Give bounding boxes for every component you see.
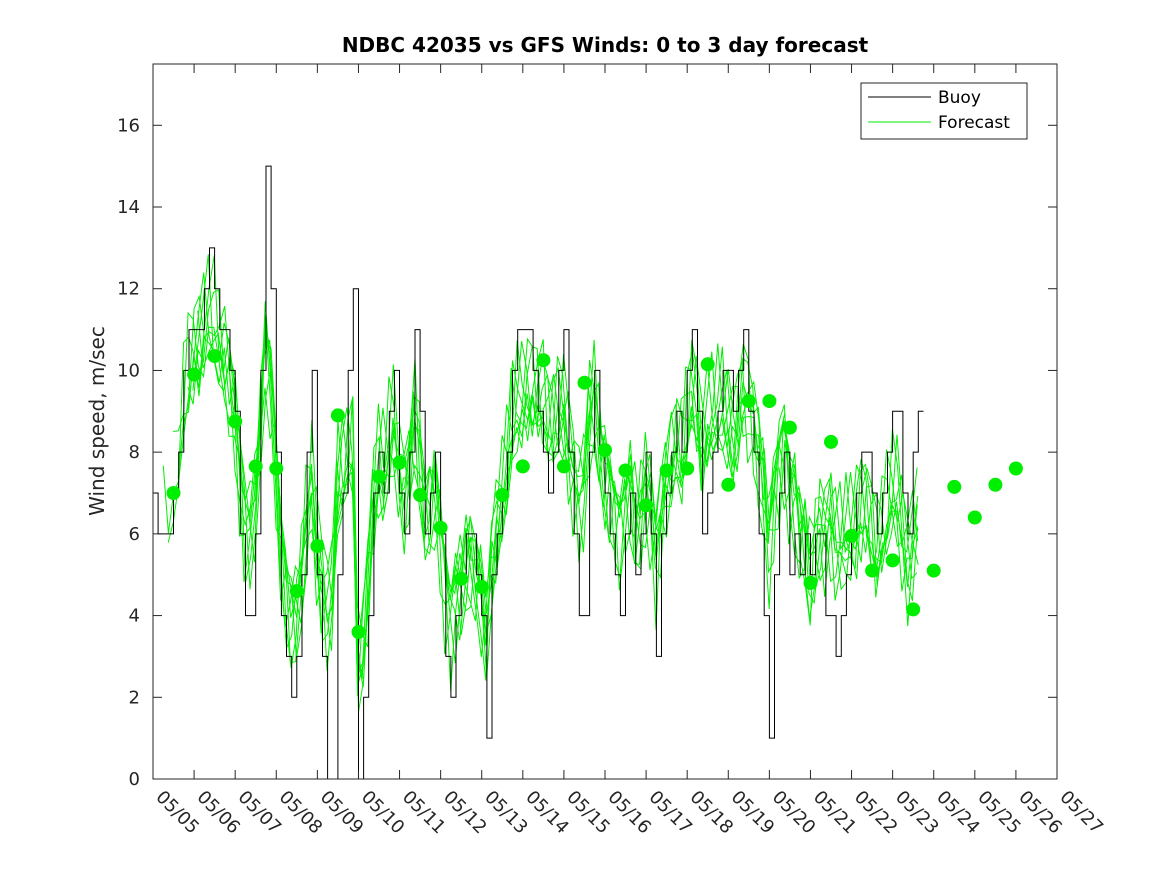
- y-tick-label: 2: [129, 687, 140, 708]
- forecast-marker: [413, 488, 428, 502]
- forecast-marker: [659, 463, 674, 478]
- forecast-marker: [967, 510, 982, 525]
- forecast-marker: [207, 349, 222, 364]
- forecast-marker: [926, 563, 941, 578]
- y-axis-label: Wind speed, m/sec: [85, 326, 109, 516]
- forecast-marker: [310, 539, 325, 554]
- forecast-marker: [248, 459, 263, 474]
- forecast-marker: [618, 463, 633, 478]
- forecast-marker: [885, 553, 900, 568]
- plot-area: [153, 165, 1023, 780]
- forecast-marker: [556, 459, 571, 474]
- legend-forecast-label: Forecast: [938, 113, 1010, 133]
- y-tick-label: 16: [117, 115, 140, 136]
- forecast-marker: [433, 520, 448, 535]
- forecast-marker: [762, 394, 777, 409]
- forecast-marker: [680, 461, 695, 476]
- forecast-markers: [166, 349, 1023, 639]
- forecast-marker: [700, 357, 715, 372]
- forecast-marker: [187, 367, 202, 382]
- forecast-marker: [330, 408, 345, 423]
- chart-title: NDBC 42035 vs GFS Winds: 0 to 3 day fore…: [342, 33, 869, 57]
- forecast-marker: [824, 434, 838, 449]
- y-tick-label: 4: [129, 606, 140, 627]
- forecast-marker: [803, 575, 818, 590]
- y-tick-label: 10: [117, 360, 140, 381]
- y-tick-label: 0: [129, 769, 140, 790]
- forecast-marker: [166, 486, 181, 500]
- forecast-marker: [351, 624, 366, 639]
- forecast-line: [173, 255, 919, 687]
- forecast-marker: [495, 488, 510, 502]
- forecast-marker: [577, 375, 592, 390]
- y-tick-label: 6: [129, 524, 140, 545]
- y-tick-label: 12: [117, 279, 140, 300]
- y-tick-label: 14: [117, 197, 140, 218]
- forecast-marker: [269, 461, 284, 476]
- forecast-marker: [372, 469, 386, 484]
- y-axis: 0 2 4 6 8 10 12 14 16: [117, 115, 1057, 790]
- forecast-marker: [844, 528, 859, 543]
- forecast-marker: [988, 477, 1003, 492]
- forecast-marker: [474, 580, 489, 594]
- forecast-marker: [639, 498, 654, 513]
- forecast-marker: [947, 479, 962, 494]
- forecast-marker: [536, 353, 551, 368]
- forecast-marker: [289, 584, 304, 599]
- forecast-marker: [1008, 461, 1023, 476]
- forecast-marker: [598, 443, 612, 458]
- forecast-line: [187, 289, 918, 681]
- forecast-marker: [228, 414, 243, 429]
- forecast-marker: [906, 602, 921, 617]
- forecast-marker: [721, 477, 736, 492]
- forecast-marker: [515, 459, 530, 474]
- y-tick-label: 8: [129, 442, 140, 463]
- forecast-marker: [741, 394, 756, 409]
- legend: Buoy Forecast: [860, 82, 1028, 140]
- forecast-marker: [782, 420, 797, 435]
- forecast-marker: [392, 455, 407, 470]
- legend-box: [860, 82, 1028, 140]
- forecast-marker: [865, 563, 880, 578]
- legend-buoy-label: Buoy: [938, 88, 981, 108]
- buoy-line: [153, 165, 924, 780]
- forecast-marker: [454, 571, 469, 586]
